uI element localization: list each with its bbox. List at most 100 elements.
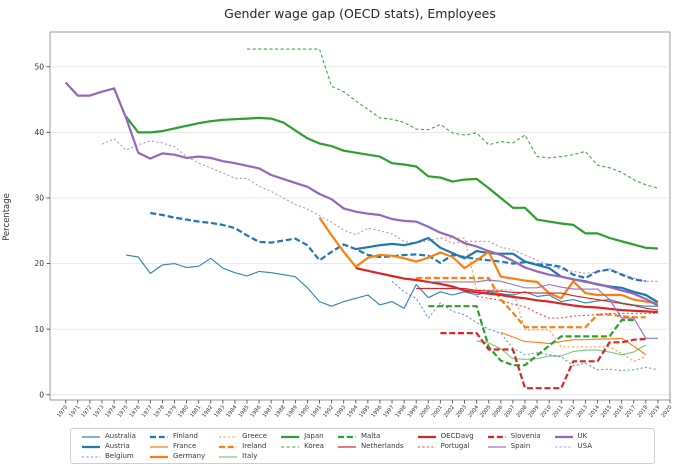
x-tick-label-1997: 1997 [383, 405, 396, 419]
legend-label-uk: UK [577, 432, 588, 440]
legend-item-oecdavg: OECDavg [417, 432, 474, 441]
x-tick-label-1982: 1982 [201, 405, 214, 419]
x-tick-label-1980: 1980 [177, 404, 190, 419]
series-line-australia [126, 254, 658, 309]
legend-column: UK USA [554, 432, 593, 451]
x-tick-label-1977: 1977 [141, 405, 154, 419]
legend-item-netherlands: Netherlands [337, 442, 404, 451]
x-tick-label-2014: 2014 [588, 404, 601, 419]
x-tick-label-1989: 1989 [286, 405, 299, 419]
legend-label-greece: Greece [242, 432, 268, 440]
y-tick-label-10: 10 [34, 325, 44, 334]
x-tick-label-2002: 2002 [443, 405, 456, 419]
legend-swatch-germany [149, 455, 168, 458]
legend-swatch-malta [337, 435, 356, 438]
x-tick-label-1992: 1992 [322, 405, 335, 419]
series-line-portugal [476, 295, 658, 319]
x-tick-label-2012: 2012 [564, 405, 577, 419]
legend-item-spain: Spain [487, 442, 541, 451]
legend-swatch-japan [281, 435, 300, 438]
y-tick-label-50: 50 [34, 62, 44, 71]
plot-border [49, 31, 671, 401]
legend-label-belgium: Belgium [105, 452, 134, 460]
x-tick-label-1974: 1974 [105, 404, 118, 419]
y-axis-label: Percentage [2, 193, 12, 241]
x-tick-label-2007: 2007 [503, 405, 516, 419]
legend-swatch-oecdavg [417, 435, 436, 438]
x-tick-label-2010: 2010 [540, 404, 553, 419]
series-line-france [500, 331, 647, 356]
legend-item-malta: Malta [337, 432, 404, 441]
x-tick-label-2020: 2020 [661, 404, 674, 419]
legend-swatch-uk [554, 435, 573, 438]
legend-label-australia: Australia [105, 432, 136, 440]
legend-label-germany: Germany [172, 452, 206, 460]
x-tick-label-2019: 2019 [648, 405, 661, 419]
legend-item-germany: Germany [149, 452, 205, 461]
x-tick-label-1994: 1994 [346, 404, 359, 419]
x-tick-label-2013: 2013 [576, 405, 589, 419]
x-tick-label-2016: 2016 [612, 404, 625, 419]
series-line-korea [247, 48, 659, 189]
legend-swatch-australia [82, 435, 100, 438]
x-tick-label-2005: 2005 [479, 405, 492, 419]
series-line-japan [125, 115, 658, 250]
legend-label-ireland: Ireland [242, 442, 267, 450]
x-tick-label-2009: 2009 [528, 405, 541, 419]
legend-label-italy: Italy [242, 452, 258, 460]
x-tick-label-1999: 1999 [407, 405, 420, 419]
legend-column: OECDavg Portugal [417, 432, 474, 451]
x-tick-label-2011: 2011 [552, 405, 565, 419]
series-line-oecdavg [355, 267, 658, 314]
x-tick-label-2017: 2017 [624, 405, 637, 419]
legend-item-australia: Australia [81, 432, 136, 441]
x-tick-label-1981: 1981 [189, 405, 202, 419]
series-line-belgium [391, 280, 659, 372]
legend-column: Japan Korea [280, 432, 324, 451]
legend-item-finland: Finland [149, 432, 205, 441]
series-line-malta [428, 305, 634, 367]
legend-label-slovenia: Slovenia [510, 432, 541, 440]
legend-item-ireland: Ireland [218, 442, 267, 451]
x-tick-label-1983: 1983 [213, 405, 226, 419]
legend-swatch-ireland [219, 445, 238, 448]
x-tick-label-1971: 1971 [68, 405, 81, 419]
legend-item-belgium: Belgium [81, 452, 136, 461]
legend-item-italy: Italy [218, 452, 267, 461]
x-tick-label-1978: 1978 [153, 404, 166, 419]
legend-column: Australia Austria Belgium [81, 432, 136, 461]
series-line-spain [428, 279, 658, 339]
legend-swatch-spain [487, 445, 506, 448]
legend-item-usa: USA [554, 442, 593, 451]
legend-column: Slovenia Spain [487, 432, 541, 451]
x-tick-label-2000: 2000 [419, 404, 432, 419]
x-tick-label-1976: 1976 [129, 404, 142, 419]
legend-swatch-slovenia [487, 435, 506, 438]
legend-label-finland: Finland [172, 432, 198, 440]
legend-swatch-greece [219, 435, 238, 438]
legend-item-greece: Greece [218, 432, 267, 441]
legend-item-portugal: Portugal [417, 442, 474, 451]
legend-item-austria: Austria [81, 442, 136, 451]
x-tick-label-1998: 1998 [395, 404, 408, 419]
series-line-uk [64, 81, 659, 307]
legend-item-uk: UK [554, 432, 593, 441]
x-tick-label-1990: 1990 [298, 404, 311, 419]
series-line-ireland [416, 276, 646, 329]
legend-item-japan: Japan [280, 432, 324, 441]
legend-label-usa: USA [577, 442, 593, 450]
legend-column: Greece Ireland Italy [218, 432, 267, 461]
x-tick-label-1984: 1984 [225, 404, 238, 419]
legend-label-malta: Malta [360, 432, 381, 440]
legend-swatch-usa [554, 445, 573, 448]
legend-swatch-finland [149, 435, 168, 438]
x-tick-label-1970: 1970 [56, 404, 69, 419]
x-tick-label-1991: 1991 [310, 405, 323, 419]
y-tick-label-30: 30 [34, 194, 44, 203]
plot-area [50, 32, 670, 400]
legend-swatch-france [149, 445, 168, 448]
legend-swatch-italy [219, 455, 238, 458]
y-tick-label-20: 20 [34, 259, 44, 268]
